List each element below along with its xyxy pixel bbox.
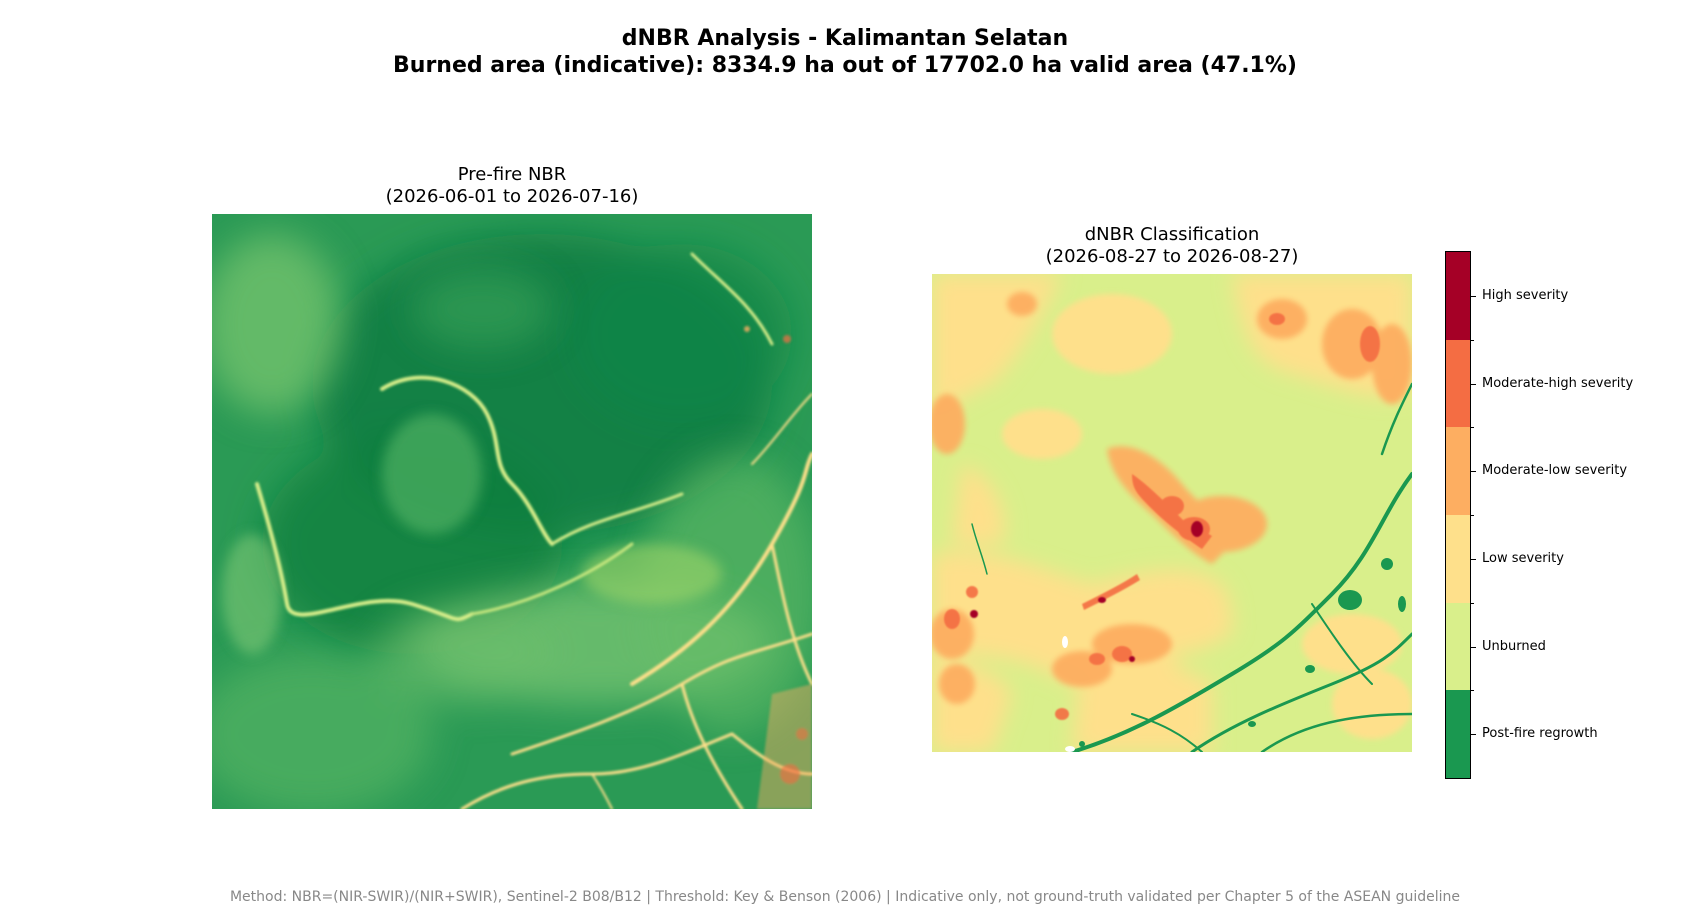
method-footnote: Method: NBR=(NIR-SWIR)/(NIR+SWIR), Senti… xyxy=(229,889,1461,905)
colorbar-tick xyxy=(1470,646,1476,648)
colorbar-tick xyxy=(1470,734,1476,736)
colorbar-tick xyxy=(1470,471,1476,473)
prefire-date-range: (2026-06-01 to 2026-07-16) xyxy=(385,186,639,207)
figure-subtitle: Burned area (indicative): 8334.9 ha out … xyxy=(393,53,1297,78)
colorbar-minor-tick xyxy=(1470,690,1474,692)
colorbar-swatch xyxy=(1446,252,1470,340)
colorbar-tick xyxy=(1470,383,1476,385)
colorbar-minor-tick xyxy=(1470,515,1474,516)
dnbr-date-range: (2026-08-27 to 2026-08-27) xyxy=(1045,246,1299,267)
colorbar-label: Post-fire regrowth xyxy=(1482,726,1598,742)
colorbar-minor-tick xyxy=(1470,427,1474,429)
colorbar-tick xyxy=(1470,558,1476,560)
colorbar-label: High severity xyxy=(1482,287,1569,303)
prefire-nbr-raster xyxy=(212,214,812,809)
colorbar-swatch xyxy=(1446,515,1470,603)
figure-title: dNBR Analysis - Kalimantan Selatan xyxy=(621,26,1069,51)
colorbar-swatch xyxy=(1446,427,1470,516)
colorbar-swatch xyxy=(1446,602,1470,691)
colorbar-labels: High severity Moderate-high severity Moder… xyxy=(1470,251,1690,779)
dnbr-title: dNBR Classification xyxy=(1084,224,1260,245)
colorbar-label: Low severity xyxy=(1482,550,1564,566)
dnbr-classification-raster xyxy=(932,274,1412,752)
colorbar-minor-tick xyxy=(1470,339,1474,341)
severity-colorbar xyxy=(1445,251,1471,779)
prefire-title: Pre-fire NBR xyxy=(457,164,567,185)
colorbar-swatch xyxy=(1446,690,1470,779)
colorbar-label: Moderate-high severity xyxy=(1482,375,1634,391)
colorbar-minor-tick xyxy=(1470,602,1474,604)
colorbar-label: Unburned xyxy=(1482,638,1546,654)
prefire-nbr-map xyxy=(212,214,812,809)
colorbar-label: Moderate-low severity xyxy=(1482,463,1628,479)
colorbar-tick xyxy=(1470,295,1476,297)
dnbr-classification-map xyxy=(932,274,1412,752)
colorbar-swatch xyxy=(1446,339,1470,428)
